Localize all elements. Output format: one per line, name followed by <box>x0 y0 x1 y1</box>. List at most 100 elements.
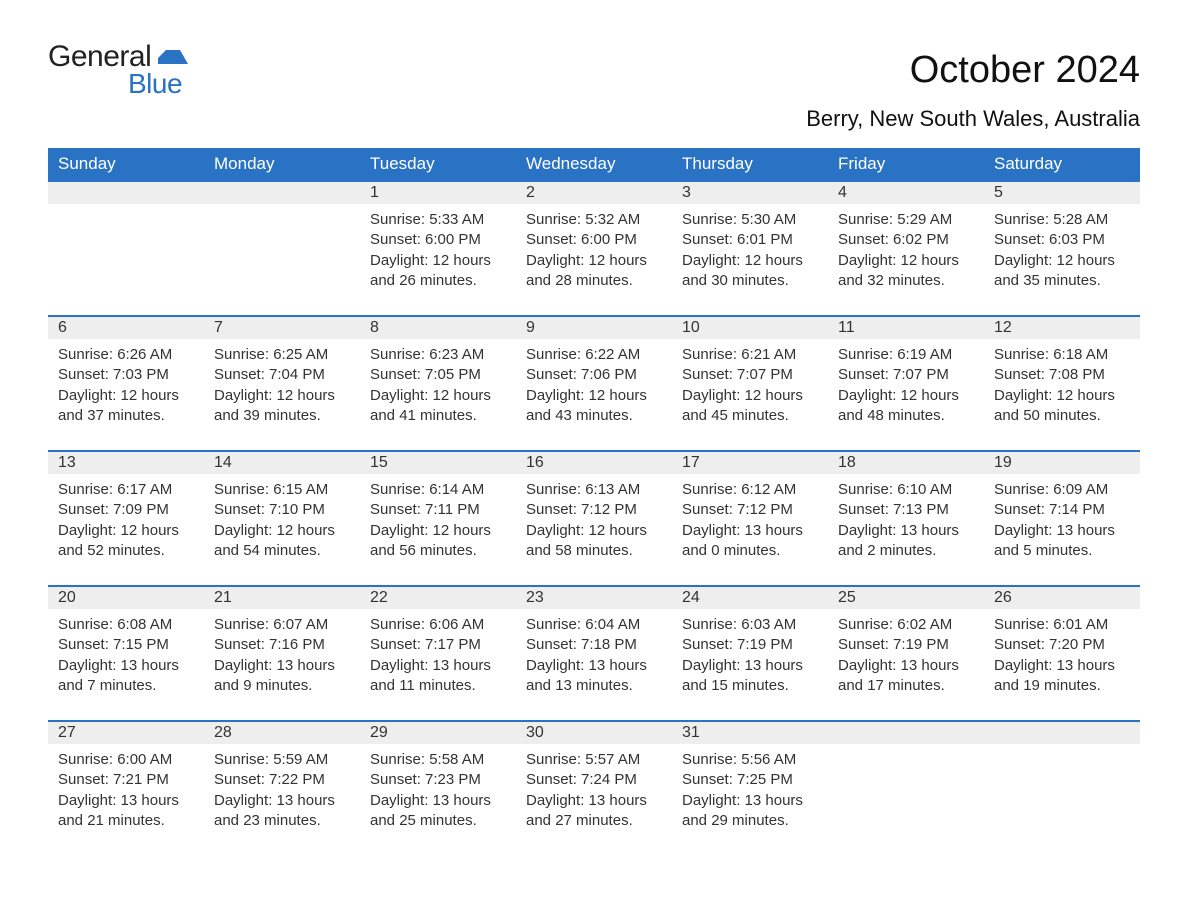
day-content-cell: Sunrise: 6:17 AMSunset: 7:09 PMDaylight:… <box>48 474 204 586</box>
day-number: 22 <box>370 589 388 606</box>
sunset-text: Sunset: 7:07 PM <box>682 365 818 385</box>
day-number: 8 <box>370 319 379 336</box>
daylight-text: and 13 minutes. <box>526 676 662 696</box>
daylight-text: and 41 minutes. <box>370 406 506 426</box>
day-number-cell: 10 <box>672 316 828 339</box>
day-content-cell: Sunrise: 5:30 AMSunset: 6:01 PMDaylight:… <box>672 204 828 316</box>
day-number-cell: 9 <box>516 316 672 339</box>
daylight-text: and 19 minutes. <box>994 676 1130 696</box>
daylight-text: Daylight: 12 hours <box>370 251 506 271</box>
day-number-cell <box>984 721 1140 744</box>
day-number-cell: 16 <box>516 451 672 474</box>
daylight-text: Daylight: 12 hours <box>58 386 194 406</box>
day-content-cell: Sunrise: 6:00 AMSunset: 7:21 PMDaylight:… <box>48 744 204 856</box>
daylight-text: Daylight: 12 hours <box>994 251 1130 271</box>
sunrise-text: Sunrise: 5:32 AM <box>526 210 662 230</box>
daylight-text: and 50 minutes. <box>994 406 1130 426</box>
sunset-text: Sunset: 7:19 PM <box>838 635 974 655</box>
daylight-text: and 35 minutes. <box>994 271 1130 291</box>
day-number-cell: 4 <box>828 181 984 204</box>
daylight-text: Daylight: 13 hours <box>370 791 506 811</box>
daylight-text: Daylight: 12 hours <box>526 386 662 406</box>
day-content-cell: Sunrise: 5:32 AMSunset: 6:00 PMDaylight:… <box>516 204 672 316</box>
day-number: 26 <box>994 589 1012 606</box>
day-number-row: 20212223242526 <box>48 586 1140 609</box>
sunrise-text: Sunrise: 6:21 AM <box>682 345 818 365</box>
day-number: 19 <box>994 454 1012 471</box>
day-content-cell: Sunrise: 5:28 AMSunset: 6:03 PMDaylight:… <box>984 204 1140 316</box>
day-content-row: Sunrise: 6:00 AMSunset: 7:21 PMDaylight:… <box>48 744 1140 856</box>
day-number-cell: 2 <box>516 181 672 204</box>
sunrise-text: Sunrise: 6:26 AM <box>58 345 194 365</box>
day-content-cell: Sunrise: 6:26 AMSunset: 7:03 PMDaylight:… <box>48 339 204 451</box>
page-title: October 2024 <box>910 49 1140 92</box>
daylight-text: and 32 minutes. <box>838 271 974 291</box>
sunrise-text: Sunrise: 6:15 AM <box>214 480 350 500</box>
day-number-cell: 25 <box>828 586 984 609</box>
day-number-cell: 7 <box>204 316 360 339</box>
day-content-cell: Sunrise: 6:02 AMSunset: 7:19 PMDaylight:… <box>828 609 984 721</box>
daylight-text: and 5 minutes. <box>994 541 1130 561</box>
day-number-cell <box>48 181 204 204</box>
sunset-text: Sunset: 7:25 PM <box>682 770 818 790</box>
day-number: 30 <box>526 724 544 741</box>
daylight-text: Daylight: 13 hours <box>994 656 1130 676</box>
sunset-text: Sunset: 6:01 PM <box>682 230 818 250</box>
day-number-row: 13141516171819 <box>48 451 1140 474</box>
daylight-text: and 0 minutes. <box>682 541 818 561</box>
day-number-cell: 6 <box>48 316 204 339</box>
daylight-text: and 17 minutes. <box>838 676 974 696</box>
daylight-text: Daylight: 12 hours <box>370 386 506 406</box>
daylight-text: Daylight: 13 hours <box>58 791 194 811</box>
sunrise-text: Sunrise: 6:00 AM <box>58 750 194 770</box>
day-number: 3 <box>682 184 691 201</box>
day-number-cell: 15 <box>360 451 516 474</box>
day-content-cell <box>48 204 204 316</box>
day-number: 7 <box>214 319 223 336</box>
daylight-text: Daylight: 12 hours <box>526 521 662 541</box>
day-number-cell <box>828 721 984 744</box>
sunset-text: Sunset: 6:02 PM <box>838 230 974 250</box>
day-content-row: Sunrise: 5:33 AMSunset: 6:00 PMDaylight:… <box>48 204 1140 316</box>
day-content-cell: Sunrise: 6:12 AMSunset: 7:12 PMDaylight:… <box>672 474 828 586</box>
brand-word-2: Blue <box>128 68 188 100</box>
daylight-text: and 48 minutes. <box>838 406 974 426</box>
sunset-text: Sunset: 7:22 PM <box>214 770 350 790</box>
day-number-cell: 22 <box>360 586 516 609</box>
day-number: 9 <box>526 319 535 336</box>
sunrise-text: Sunrise: 5:28 AM <box>994 210 1130 230</box>
day-number-cell: 31 <box>672 721 828 744</box>
day-number: 28 <box>214 724 232 741</box>
day-number: 31 <box>682 724 700 741</box>
sunrise-text: Sunrise: 5:33 AM <box>370 210 506 230</box>
daylight-text: and 11 minutes. <box>370 676 506 696</box>
day-content-cell: Sunrise: 6:14 AMSunset: 7:11 PMDaylight:… <box>360 474 516 586</box>
day-number-cell: 3 <box>672 181 828 204</box>
sunset-text: Sunset: 7:08 PM <box>994 365 1130 385</box>
day-content-cell: Sunrise: 5:33 AMSunset: 6:00 PMDaylight:… <box>360 204 516 316</box>
sunrise-text: Sunrise: 6:14 AM <box>370 480 506 500</box>
daylight-text: Daylight: 13 hours <box>214 791 350 811</box>
day-number: 27 <box>58 724 76 741</box>
daylight-text: Daylight: 13 hours <box>214 656 350 676</box>
day-number: 25 <box>838 589 856 606</box>
daylight-text: Daylight: 12 hours <box>58 521 194 541</box>
day-content-cell: Sunrise: 6:07 AMSunset: 7:16 PMDaylight:… <box>204 609 360 721</box>
sunrise-text: Sunrise: 5:57 AM <box>526 750 662 770</box>
daylight-text: Daylight: 12 hours <box>682 386 818 406</box>
sunset-text: Sunset: 7:15 PM <box>58 635 194 655</box>
sunset-text: Sunset: 7:11 PM <box>370 500 506 520</box>
daylight-text: Daylight: 13 hours <box>526 791 662 811</box>
day-content-cell: Sunrise: 6:09 AMSunset: 7:14 PMDaylight:… <box>984 474 1140 586</box>
day-number-cell: 30 <box>516 721 672 744</box>
daylight-text: Daylight: 13 hours <box>838 656 974 676</box>
sunrise-text: Sunrise: 5:30 AM <box>682 210 818 230</box>
day-content-cell: Sunrise: 6:18 AMSunset: 7:08 PMDaylight:… <box>984 339 1140 451</box>
day-number: 16 <box>526 454 544 471</box>
weekday-header: Saturday <box>984 148 1140 181</box>
day-number-cell: 13 <box>48 451 204 474</box>
sunrise-text: Sunrise: 6:22 AM <box>526 345 662 365</box>
day-number-cell: 26 <box>984 586 1140 609</box>
sunset-text: Sunset: 7:17 PM <box>370 635 506 655</box>
daylight-text: and 23 minutes. <box>214 811 350 831</box>
